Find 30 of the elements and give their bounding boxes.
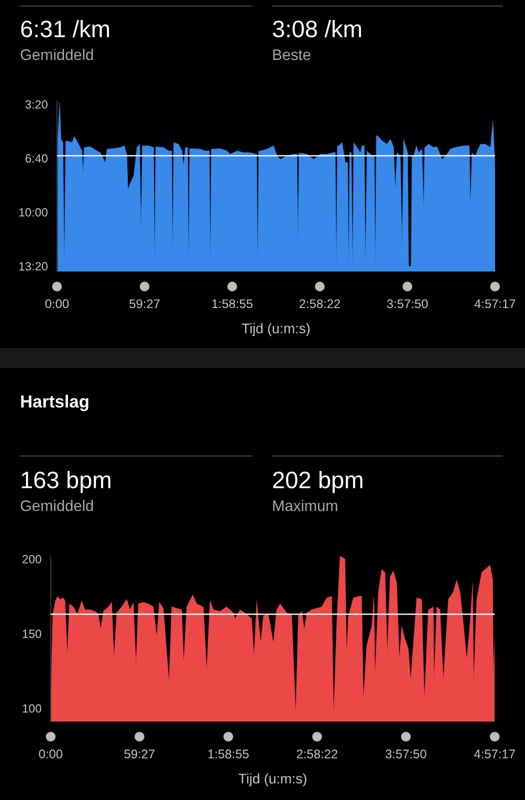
text: 6:31 /km: [21, 20, 109, 38]
x-tick-label: 4:57:17: [474, 750, 515, 758]
y-tick-label: 6:40: [26, 154, 48, 163]
chart-title: Hartslag: [21, 394, 88, 412]
x-tick-label: 1:58:55: [212, 299, 253, 308]
text: Gemiddeld: [20, 48, 93, 60]
x-tick-label: 2:58:22: [300, 299, 340, 308]
y-tick-label: 100: [22, 704, 42, 713]
x-axis-title: Tijd (u:m:s): [238, 773, 306, 786]
x-tick-label: 2:58:22: [296, 750, 338, 758]
text: Gemiddeld: [20, 500, 93, 512]
x-tick-label: 59:27: [124, 750, 155, 758]
x-tick-label: 1:58:55: [208, 750, 249, 758]
text: 202 bpm: [273, 470, 362, 494]
y-tick-label: 3:20: [25, 100, 48, 109]
text: Maximum: [273, 500, 338, 512]
y-tick-label: 150: [22, 630, 42, 638]
y-tick-label: 13:20: [19, 262, 48, 270]
y-tick-label: 10:00: [19, 208, 48, 217]
x-axis-title: Tijd (u:m:s): [242, 323, 310, 336]
x-tick-label: 3:57:50: [387, 299, 428, 308]
text: 3:08 /km: [272, 20, 361, 38]
x-tick-label: 59:27: [129, 299, 160, 308]
x-tick-label: 3:57:50: [386, 750, 426, 758]
x-tick-label: 4:57:17: [474, 299, 516, 308]
y-tick-label: 200: [22, 555, 42, 564]
x-tick-label: 0:00: [45, 299, 69, 308]
text: Beste: [273, 49, 310, 60]
x-tick-label: 0:00: [39, 750, 62, 758]
text: 163 bpm: [22, 470, 110, 494]
